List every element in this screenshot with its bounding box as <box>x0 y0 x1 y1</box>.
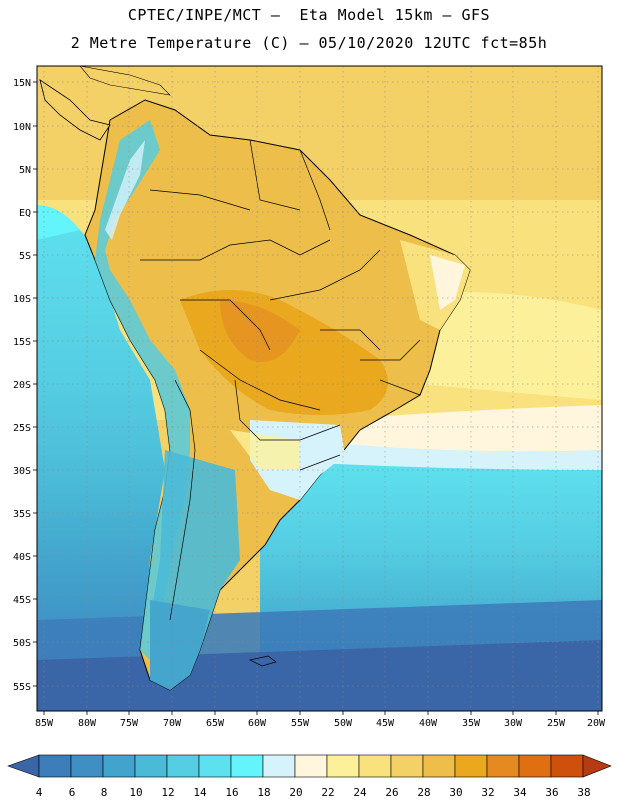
lon-label: 55W <box>291 718 310 729</box>
colorbar-swatch <box>294 754 328 778</box>
colorbar-swatch <box>518 754 552 778</box>
colorbar-label: 8 <box>101 786 108 799</box>
lon-label: 50W <box>334 718 353 729</box>
colorbar-label: 4 <box>36 786 43 799</box>
lon-label: 30W <box>504 718 523 729</box>
title-line-1: CPTEC/INPE/MCT – Eta Model 15km – GFS <box>127 6 491 24</box>
lon-label: 75W <box>120 718 139 729</box>
colorbar-label: 30 <box>449 786 462 799</box>
colorbar-label: 34 <box>513 786 527 799</box>
lat-label: 15S <box>13 337 31 348</box>
longitude-labels: 85W 80W 75W 70W 65W 60W 55W 50W 45W 40W … <box>35 718 606 729</box>
lat-label: 15N <box>13 78 31 89</box>
lon-label: 45W <box>376 718 395 729</box>
colorbar-swatch <box>486 754 520 778</box>
colorbar-swatch <box>390 754 424 778</box>
colorbar-label: 38 <box>577 786 590 799</box>
colorbar-swatch <box>134 754 168 778</box>
lat-label: 20S <box>13 380 31 391</box>
grid-lines <box>37 66 602 711</box>
colorbar-label: 24 <box>353 786 367 799</box>
colorbar-swatch <box>102 754 136 778</box>
colorbar-label: 18 <box>257 786 270 799</box>
lon-label: 40W <box>419 718 438 729</box>
colorbar-swatch <box>198 754 232 778</box>
colorbar-label: 12 <box>161 786 174 799</box>
colorbar-label: 26 <box>385 786 398 799</box>
map-frame <box>36 65 603 712</box>
colorbar-label: 10 <box>129 786 142 799</box>
lon-label: 85W <box>35 718 54 729</box>
lat-label: 10N <box>13 122 31 133</box>
colorbar-left-arrow <box>7 754 40 778</box>
colorbar-label: 22 <box>321 786 334 799</box>
lat-label: 35S <box>13 509 31 520</box>
colorbar-label: 6 <box>69 786 76 799</box>
lon-label: 80W <box>78 718 97 729</box>
latitude-labels: 15N 10N 5N EQ 5S 10S 15S 20S 25S 30S 35S… <box>13 78 31 693</box>
lat-label: 40S <box>13 552 31 563</box>
colorbar-swatch <box>326 754 360 778</box>
colorbar-label: 36 <box>545 786 558 799</box>
colorbar-label: 28 <box>417 786 430 799</box>
colorbar <box>7 754 612 778</box>
lat-label: EQ <box>19 208 31 219</box>
lon-label: 60W <box>248 718 267 729</box>
lat-label: 45S <box>13 595 31 606</box>
lon-label: 65W <box>206 718 225 729</box>
lon-label: 35W <box>462 718 481 729</box>
lon-label: 25W <box>547 718 566 729</box>
colorbar-swatch <box>70 754 104 778</box>
colorbar-right-arrow <box>582 754 612 778</box>
colorbar-swatch <box>230 754 264 778</box>
colorbar-swatch <box>38 754 72 778</box>
lat-label: 10S <box>13 294 31 305</box>
colorbar-swatch <box>454 754 488 778</box>
colorbar-swatch <box>422 754 456 778</box>
colorbar-swatch <box>262 754 296 778</box>
colorbar-swatch <box>166 754 200 778</box>
map-field <box>37 66 602 711</box>
colorbar-label: 20 <box>289 786 302 799</box>
title-line-2: 2 Metre Temperature (C) – 05/10/2020 12U… <box>70 34 548 52</box>
lat-label: 55S <box>13 682 31 693</box>
colorbar-label: 14 <box>193 786 207 799</box>
lon-label: 20W <box>587 718 606 729</box>
colorbar-swatch <box>550 754 584 778</box>
lat-label: 5S <box>19 251 31 262</box>
lat-label: 30S <box>13 466 31 477</box>
colorbar-label: 16 <box>225 786 238 799</box>
lat-label: 50S <box>13 638 31 649</box>
colorbar-labels: 4 6 8 10 12 14 16 18 20 22 24 26 28 30 3… <box>36 786 591 799</box>
colorbar-swatch <box>358 754 392 778</box>
lon-label: 70W <box>163 718 182 729</box>
lat-label: 25S <box>13 423 31 434</box>
colorbar-label: 32 <box>481 786 494 799</box>
lat-label: 5N <box>19 165 31 176</box>
